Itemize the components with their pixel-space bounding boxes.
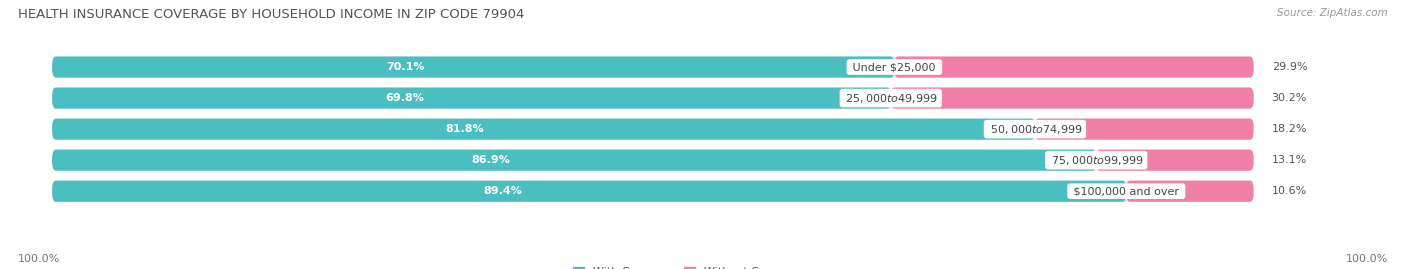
Text: 100.0%: 100.0% [18, 254, 60, 264]
Legend: With Coverage, Without Coverage: With Coverage, Without Coverage [574, 267, 804, 269]
Text: $50,000 to $74,999: $50,000 to $74,999 [987, 123, 1084, 136]
FancyBboxPatch shape [1097, 150, 1254, 171]
Text: Source: ZipAtlas.com: Source: ZipAtlas.com [1277, 8, 1388, 18]
Text: 69.8%: 69.8% [385, 93, 423, 103]
FancyBboxPatch shape [52, 87, 1254, 109]
FancyBboxPatch shape [52, 119, 1254, 140]
Text: $100,000 and over: $100,000 and over [1070, 186, 1182, 196]
FancyBboxPatch shape [891, 87, 1254, 109]
FancyBboxPatch shape [52, 181, 1126, 202]
Text: 18.2%: 18.2% [1271, 124, 1308, 134]
FancyBboxPatch shape [52, 56, 894, 77]
FancyBboxPatch shape [52, 87, 891, 109]
FancyBboxPatch shape [52, 119, 1035, 140]
FancyBboxPatch shape [1035, 119, 1254, 140]
Text: 29.9%: 29.9% [1271, 62, 1308, 72]
FancyBboxPatch shape [52, 150, 1254, 171]
Text: 10.6%: 10.6% [1271, 186, 1308, 196]
Text: Under $25,000: Under $25,000 [849, 62, 939, 72]
Text: $25,000 to $49,999: $25,000 to $49,999 [842, 91, 939, 105]
FancyBboxPatch shape [1126, 181, 1254, 202]
Text: 86.9%: 86.9% [471, 155, 510, 165]
FancyBboxPatch shape [52, 150, 1097, 171]
Text: HEALTH INSURANCE COVERAGE BY HOUSEHOLD INCOME IN ZIP CODE 79904: HEALTH INSURANCE COVERAGE BY HOUSEHOLD I… [18, 8, 524, 21]
FancyBboxPatch shape [52, 56, 1254, 77]
Text: 89.4%: 89.4% [484, 186, 523, 196]
Text: $75,000 to $99,999: $75,000 to $99,999 [1047, 154, 1144, 167]
FancyBboxPatch shape [894, 56, 1254, 77]
Text: 13.1%: 13.1% [1271, 155, 1308, 165]
Text: 70.1%: 70.1% [387, 62, 425, 72]
FancyBboxPatch shape [52, 181, 1254, 202]
Text: 81.8%: 81.8% [446, 124, 484, 134]
Text: 30.2%: 30.2% [1271, 93, 1308, 103]
Text: 100.0%: 100.0% [1346, 254, 1388, 264]
